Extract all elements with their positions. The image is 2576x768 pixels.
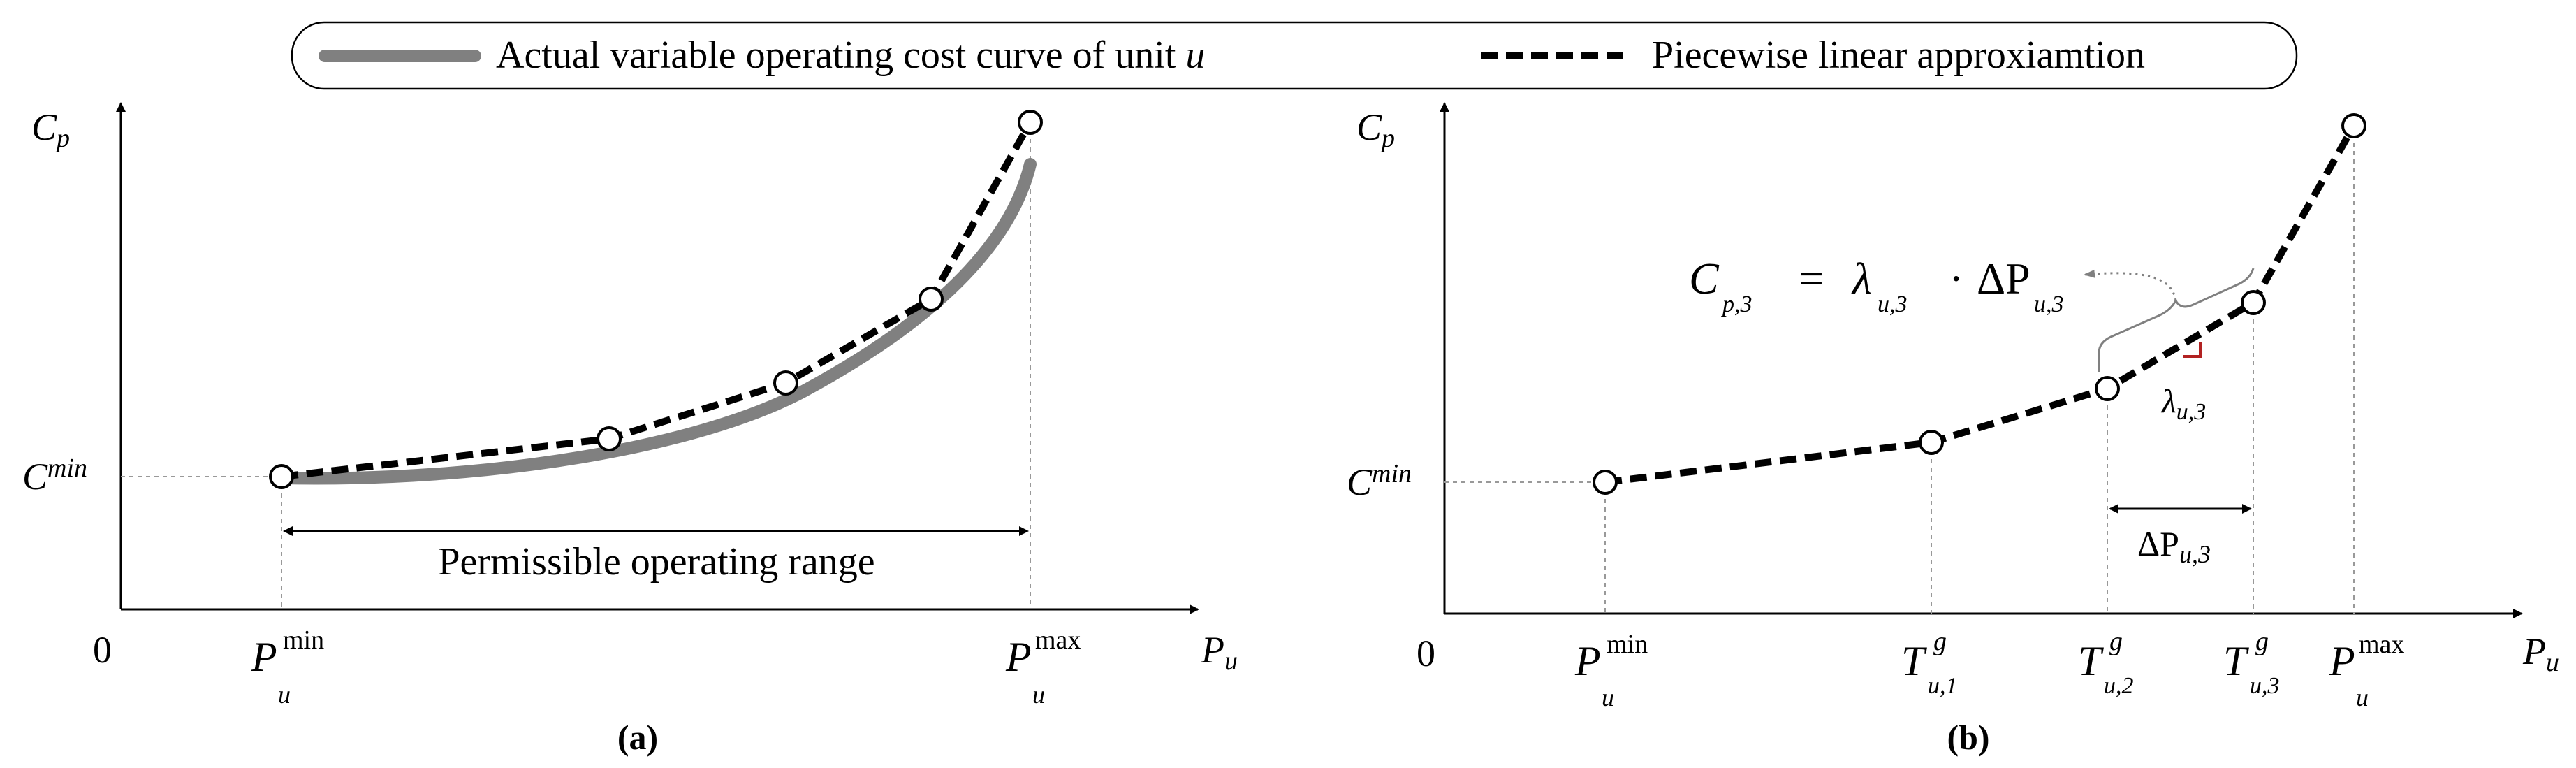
panel-a-breakpoint-2 bbox=[597, 426, 622, 451]
panel-b-t2-label: T bbox=[2078, 638, 2104, 684]
equation-c: C bbox=[1689, 254, 1720, 303]
panel-b-origin: 0 bbox=[1417, 632, 1435, 674]
panel-a-y-axis-label: Cp bbox=[31, 106, 70, 153]
panel-b-breakpoint-5 bbox=[2341, 113, 2366, 138]
equation-equals: = bbox=[1799, 254, 1824, 303]
panel-a-pmin-sub: u bbox=[278, 681, 291, 709]
panel-a-pmax-sub: u bbox=[1032, 681, 1045, 709]
panel-a-breakpoint-1 bbox=[269, 464, 294, 489]
equation-dot: · bbox=[1949, 254, 1963, 303]
equation-lambda: λ bbox=[1851, 254, 1872, 303]
panel-b-y-axis-label: Cp bbox=[1356, 106, 1395, 153]
panel-a-breakpoint-4 bbox=[919, 287, 944, 312]
panel-a-caption: (a) bbox=[617, 718, 658, 757]
panel-a-pmax-sup: max bbox=[1035, 625, 1081, 655]
panel-a-pmax-label: P bbox=[1005, 634, 1032, 680]
panel-a: Permissible operating range Cp Pu 0 Cmin… bbox=[22, 102, 1238, 757]
panel-b: ΔPu,3 λu,3 C p,3 = λ u,3 · ΔP u,3 Cp Pu … bbox=[1347, 102, 2559, 757]
panel-b-slope-marker bbox=[2183, 342, 2202, 358]
panel-b-t2-sub: u,2 bbox=[2104, 673, 2134, 699]
panel-b-brace-pointer bbox=[2084, 269, 2177, 301]
panel-b-pmin-sub: u bbox=[1602, 683, 1614, 711]
panel-b-t3-sup: g bbox=[2255, 627, 2269, 656]
panel-b-t1-sub: u,1 bbox=[1928, 673, 1958, 699]
panel-b-t3-label: T bbox=[2223, 638, 2249, 684]
panel-a-approx-line bbox=[281, 120, 1034, 480]
panel-a-range-label: Permissible operating range bbox=[438, 540, 874, 584]
panel-b-equation: C p,3 = λ u,3 · ΔP u,3 bbox=[1689, 254, 2064, 317]
legend: Actual variable operating cost curve of … bbox=[291, 21, 2298, 90]
panel-b-pmax-label: P bbox=[2329, 638, 2355, 684]
panel-a-actual-curve bbox=[275, 158, 1037, 485]
equation-c-sub: p,3 bbox=[1721, 291, 1752, 317]
panel-b-pmax-sub: u bbox=[2356, 683, 2369, 711]
equation-delta: ΔP bbox=[1977, 254, 2030, 303]
panel-b-t2-sup: g bbox=[2109, 627, 2123, 656]
legend-box bbox=[291, 21, 2298, 90]
panel-a-pmin-label: P bbox=[251, 634, 277, 680]
panel-b-segment-brace bbox=[2098, 268, 2255, 372]
panel-b-x-axis-label: Pu bbox=[2522, 630, 2559, 677]
panel-b-t1-sup: g bbox=[1933, 627, 1947, 656]
panel-a-x-axis-label: Pu bbox=[1201, 629, 1238, 676]
panel-b-pmax-sup: max bbox=[2359, 630, 2404, 659]
panel-a-breakpoint-5 bbox=[1018, 110, 1043, 135]
panel-b-breakpoint-3 bbox=[2095, 376, 2120, 401]
panel-b-pmin-label: P bbox=[1574, 638, 1601, 684]
panel-b-t1-label: T bbox=[1901, 638, 1927, 684]
panel-a-pmin-sup: min bbox=[283, 625, 324, 655]
panel-b-slope-label: λu,3 bbox=[2160, 383, 2206, 425]
panel-b-breakpoint-4 bbox=[2241, 290, 2266, 315]
panel-b-cmin-label: Cmin bbox=[1347, 459, 1412, 503]
panel-b-caption: (b) bbox=[1947, 718, 1989, 757]
legend-approx-label: Piecewise linear approxiamtion bbox=[1652, 34, 2145, 77]
equation-delta-sub: u,3 bbox=[2034, 291, 2064, 317]
legend-actual-label: Actual variable operating cost curve of … bbox=[496, 34, 1205, 77]
panel-a-breakpoint-3 bbox=[773, 370, 798, 396]
panel-b-breakpoint-1 bbox=[1593, 470, 1618, 495]
panel-b-delta-label: ΔPu,3 bbox=[2137, 524, 2211, 568]
panel-a-origin: 0 bbox=[93, 629, 112, 671]
panel-b-pmin-sup: min bbox=[1607, 630, 1648, 659]
panel-b-t3-sub: u,3 bbox=[2250, 673, 2280, 699]
panel-a-cmin-label: Cmin bbox=[22, 454, 87, 498]
panel-b-breakpoint-2 bbox=[1919, 430, 1944, 455]
equation-lambda-sub: u,3 bbox=[1878, 291, 1908, 317]
